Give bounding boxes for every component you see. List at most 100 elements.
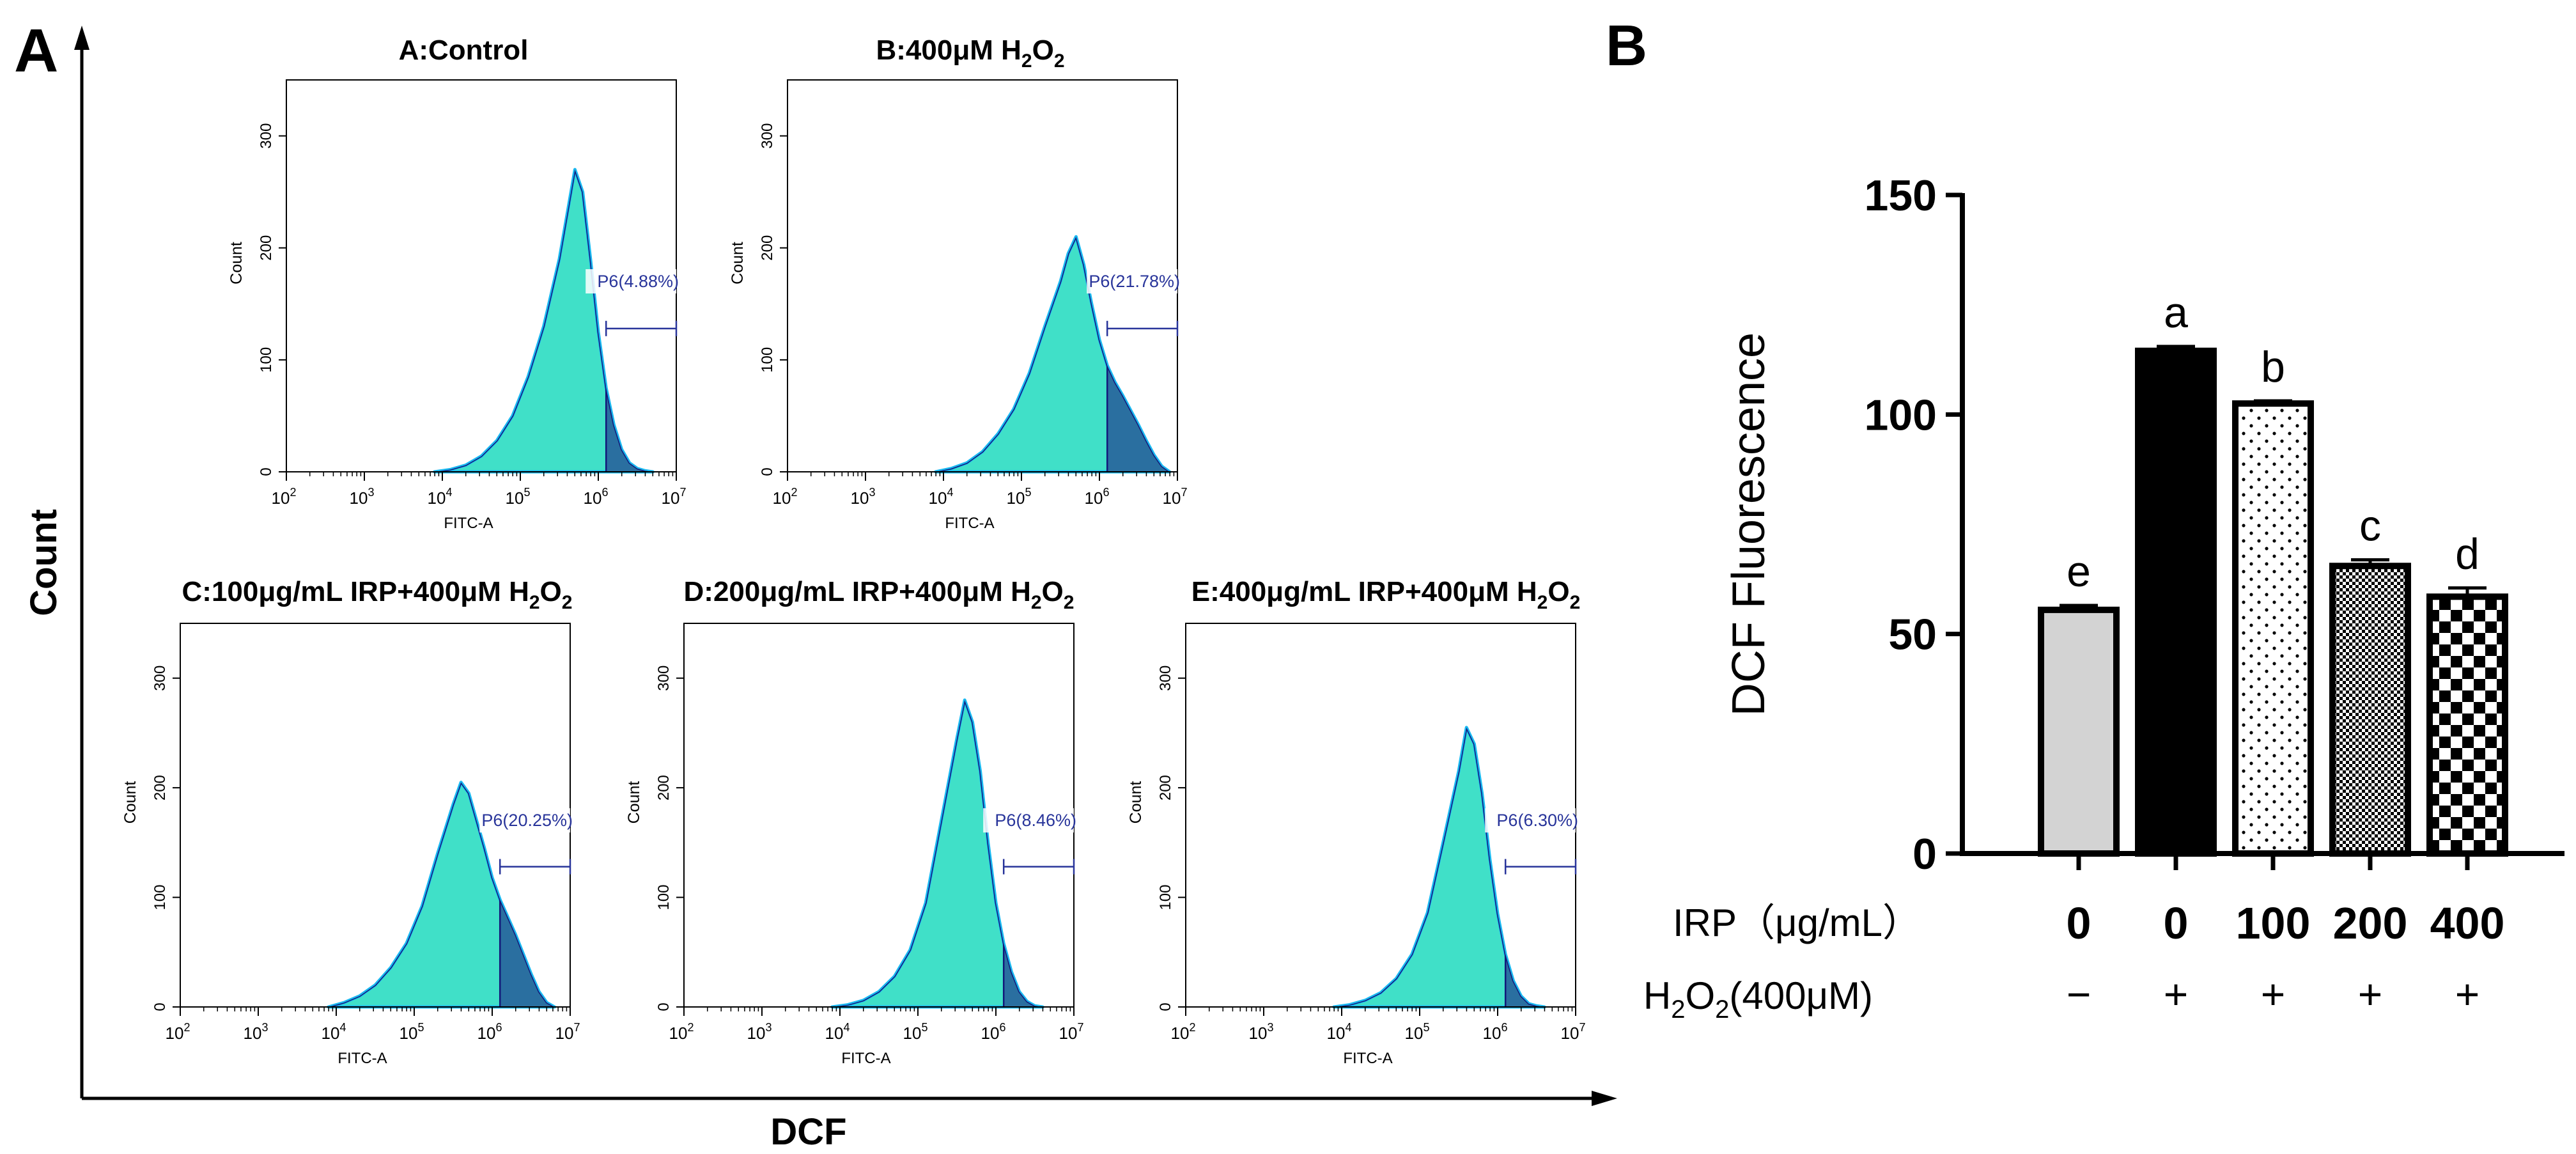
gate-label-bg bbox=[479, 808, 570, 833]
bar-group: c 200 + bbox=[2329, 502, 2411, 1018]
bar-y-axis-label: DCF Fluorescence bbox=[1723, 332, 1774, 716]
significance-letter: c bbox=[2359, 502, 2381, 550]
x-tick-label: 104 bbox=[825, 1021, 850, 1043]
x-tick-label: 102 bbox=[166, 1021, 190, 1043]
y-tick-label: 300 bbox=[151, 666, 169, 691]
irp-dose-label: 0 bbox=[2067, 898, 2091, 948]
y-tick-label: 0 bbox=[151, 1002, 169, 1011]
outer-x-label: DCF bbox=[770, 1111, 846, 1153]
histogram-title: A:Control bbox=[399, 35, 529, 66]
h2o2-sign: + bbox=[2455, 971, 2480, 1018]
histogram-title: C:100μg/mL IRP+400μM H2O2 bbox=[182, 576, 573, 613]
x-axis-label: FITC-A bbox=[1343, 1050, 1392, 1067]
y-tick-label: 200 bbox=[1157, 775, 1174, 800]
irp-dose-label: 400 bbox=[2430, 898, 2505, 948]
x-axis-label: FITC-A bbox=[841, 1050, 890, 1067]
x-tick-label: 104 bbox=[322, 1021, 346, 1043]
x-tick-label: 103 bbox=[851, 486, 876, 508]
histogram-area bbox=[433, 168, 655, 474]
bar-group: a 0 + bbox=[2135, 288, 2217, 1018]
x-tick-label: 106 bbox=[1085, 486, 1110, 508]
y-axis-label: Count bbox=[1127, 781, 1145, 824]
x-tick-label: 106 bbox=[981, 1021, 1006, 1043]
y-tick-label: 100 bbox=[258, 347, 275, 373]
histogram-title: B:400μM H2O2 bbox=[876, 35, 1064, 72]
y-tick-label: 200 bbox=[151, 775, 169, 800]
gated-edge bbox=[935, 237, 1170, 472]
x-tick-label: 103 bbox=[244, 1021, 268, 1043]
bar-y-tick-label: 150 bbox=[1865, 171, 1937, 220]
x-tick-label: 103 bbox=[1249, 1021, 1274, 1043]
x-tick-label: 102 bbox=[773, 486, 798, 508]
x-tick-label: 106 bbox=[1483, 1021, 1508, 1043]
x-tick-label: 104 bbox=[428, 486, 453, 508]
irp-dose-label: 0 bbox=[2164, 898, 2189, 948]
x-tick-label: 105 bbox=[506, 486, 531, 508]
y-tick-label: 100 bbox=[655, 885, 672, 910]
bar-group: d 400 + bbox=[2426, 530, 2508, 1018]
x-tick-label: 105 bbox=[1007, 486, 1032, 508]
x-tick-label: 102 bbox=[669, 1021, 694, 1043]
bar-chart-b: 0 50 100 150 DCF Fluorescence e 0 − a 0 + b 100 + c 200… bbox=[1643, 171, 2564, 1024]
y-axis-label: Count bbox=[228, 242, 245, 285]
significance-letter: a bbox=[2164, 288, 2188, 337]
x-tick-label: 107 bbox=[555, 1021, 580, 1043]
histogram-title: E:400μg/mL IRP+400μM H2O2 bbox=[1191, 576, 1581, 613]
y-tick-label: 0 bbox=[655, 1002, 672, 1011]
x-tick-label: 105 bbox=[1405, 1021, 1430, 1043]
gate-label: P6(6.30%) bbox=[1496, 811, 1578, 830]
gate-label: P6(4.88%) bbox=[597, 272, 679, 291]
x-tick-label: 104 bbox=[1327, 1021, 1352, 1043]
gated-edge bbox=[1333, 727, 1545, 1007]
gate-label: P6(8.46%) bbox=[995, 811, 1076, 830]
gate-label-bg bbox=[1485, 808, 1576, 833]
x-tick-label: 107 bbox=[662, 486, 687, 508]
h2o2-sign: + bbox=[2358, 971, 2383, 1018]
bar-y-tick-label: 100 bbox=[1865, 391, 1937, 439]
outer-x-arrow bbox=[1592, 1091, 1617, 1106]
gate-label-bg bbox=[983, 808, 1074, 833]
histogram-c: C:100μg/mL IRP+400μM H2O2 0 100 200 300 Count… bbox=[121, 576, 580, 1067]
x-tick-label: 107 bbox=[1059, 1021, 1084, 1043]
bar-y-tick-label: 50 bbox=[1888, 611, 1937, 659]
y-tick-label: 200 bbox=[258, 235, 275, 261]
panel-a-letter: A bbox=[14, 17, 58, 85]
significance-letter: d bbox=[2455, 530, 2479, 579]
y-axis-label: Count bbox=[121, 781, 139, 824]
x-tick-label: 107 bbox=[1163, 486, 1188, 508]
x-tick-label: 106 bbox=[584, 486, 609, 508]
y-axis-label: Count bbox=[729, 242, 747, 285]
irp-row-label: IRP（μg/mL） bbox=[1673, 901, 1921, 944]
gate-label-bg bbox=[586, 269, 676, 294]
x-tick-label: 106 bbox=[477, 1021, 502, 1043]
irp-dose-label: 200 bbox=[2333, 898, 2408, 948]
y-tick-label: 100 bbox=[1157, 885, 1174, 910]
x-axis-label: FITC-A bbox=[444, 515, 493, 532]
outer-axes: Count DCF bbox=[23, 26, 1617, 1153]
y-tick-label: 0 bbox=[1157, 1002, 1174, 1011]
significance-letter: e bbox=[2067, 547, 2091, 596]
bar bbox=[2426, 593, 2508, 857]
bar bbox=[2232, 400, 2314, 857]
bar bbox=[2038, 606, 2120, 857]
histogram-area bbox=[830, 698, 1044, 1009]
bar-y-tick-label: 0 bbox=[1913, 830, 1937, 878]
x-axis-label: FITC-A bbox=[338, 1050, 387, 1067]
y-tick-label: 0 bbox=[759, 467, 776, 476]
bar-group: b 100 + bbox=[2232, 343, 2314, 1018]
panel-b-letter: B bbox=[1606, 14, 1647, 78]
h2o2-sign: − bbox=[2067, 971, 2091, 1018]
gate-label: P6(21.78%) bbox=[1089, 272, 1180, 291]
y-tick-label: 300 bbox=[258, 123, 275, 149]
bar bbox=[2329, 563, 2411, 857]
h2o2-row-label: H2O2(400μM) bbox=[1643, 974, 1873, 1024]
histogram-e: E:400μg/mL IRP+400μM H2O2 0 100 200 300 Count… bbox=[1127, 576, 1585, 1067]
bar bbox=[2135, 347, 2217, 857]
x-tick-label: 105 bbox=[903, 1021, 928, 1043]
x-tick-label: 107 bbox=[1561, 1021, 1586, 1043]
outer-y-arrow bbox=[74, 26, 89, 50]
x-tick-label: 103 bbox=[747, 1021, 772, 1043]
h2o2-sign: + bbox=[2164, 971, 2189, 1018]
bar-group: e 0 − bbox=[2038, 547, 2120, 1018]
